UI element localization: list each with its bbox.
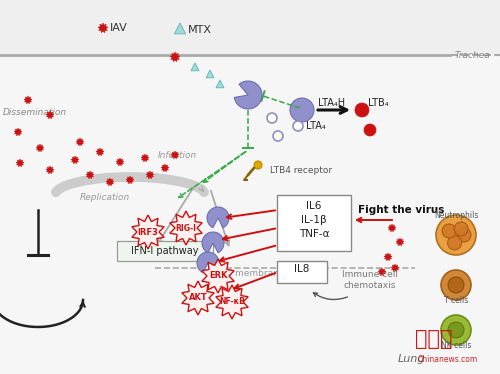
Polygon shape	[14, 128, 22, 136]
Polygon shape	[76, 138, 84, 146]
Polygon shape	[46, 166, 54, 174]
FancyBboxPatch shape	[117, 241, 213, 261]
Text: NK cells: NK cells	[441, 341, 471, 350]
Wedge shape	[202, 232, 224, 253]
Text: 中新网: 中新网	[415, 329, 453, 349]
Polygon shape	[126, 176, 134, 184]
Polygon shape	[86, 171, 94, 179]
Circle shape	[273, 131, 283, 141]
Polygon shape	[96, 148, 104, 156]
Text: IL6: IL6	[306, 201, 322, 211]
Polygon shape	[170, 211, 202, 245]
Text: Cell membrane: Cell membrane	[215, 269, 285, 278]
Polygon shape	[216, 80, 224, 88]
Polygon shape	[191, 63, 199, 71]
Polygon shape	[182, 281, 214, 315]
Polygon shape	[174, 23, 186, 34]
Text: Fight the virus: Fight the virus	[358, 205, 444, 215]
Text: IL-1β: IL-1β	[301, 215, 327, 225]
Wedge shape	[197, 252, 219, 273]
Circle shape	[448, 277, 464, 293]
Text: TNF-α: TNF-α	[299, 229, 329, 239]
Circle shape	[442, 224, 456, 238]
Polygon shape	[384, 253, 392, 261]
Polygon shape	[71, 156, 79, 164]
Text: ERK: ERK	[209, 272, 227, 280]
FancyBboxPatch shape	[277, 195, 351, 251]
Text: Trachea: Trachea	[455, 50, 491, 59]
Polygon shape	[132, 215, 164, 249]
Polygon shape	[141, 154, 149, 162]
Circle shape	[436, 215, 476, 255]
Wedge shape	[234, 81, 262, 109]
Text: Chinanews.com: Chinanews.com	[418, 355, 478, 364]
Text: MTX: MTX	[188, 25, 212, 35]
Text: Immune cell
chemotaxis: Immune cell chemotaxis	[342, 270, 398, 290]
Circle shape	[355, 103, 369, 117]
Text: LTA₄H: LTA₄H	[318, 98, 345, 108]
Polygon shape	[36, 144, 44, 152]
Text: Neutrophils: Neutrophils	[434, 211, 478, 220]
Polygon shape	[216, 285, 248, 319]
Circle shape	[457, 228, 471, 242]
Polygon shape	[388, 224, 396, 232]
Polygon shape	[161, 164, 169, 172]
Polygon shape	[171, 151, 179, 159]
Circle shape	[448, 236, 462, 250]
Polygon shape	[146, 171, 154, 179]
Polygon shape	[46, 111, 54, 119]
Circle shape	[364, 124, 376, 136]
Circle shape	[293, 121, 303, 131]
Text: Lung: Lung	[398, 354, 425, 364]
Polygon shape	[16, 159, 24, 167]
Polygon shape	[202, 259, 234, 293]
Polygon shape	[206, 70, 214, 78]
Text: IFN-I pathway: IFN-I pathway	[131, 246, 199, 256]
Text: IRF3: IRF3	[138, 227, 158, 236]
Polygon shape	[116, 158, 124, 166]
Text: Infection: Infection	[158, 151, 197, 160]
Bar	[0, 0, 500, 55]
Circle shape	[267, 113, 277, 123]
Text: NF-κB: NF-κB	[219, 297, 245, 307]
Text: IL8: IL8	[294, 264, 310, 274]
Circle shape	[441, 270, 471, 300]
Text: AKT: AKT	[188, 294, 208, 303]
FancyBboxPatch shape	[277, 261, 327, 283]
Text: LTA₄: LTA₄	[306, 121, 326, 131]
Circle shape	[448, 322, 464, 338]
Text: LTB4 receptor: LTB4 receptor	[270, 166, 332, 175]
Circle shape	[441, 315, 471, 345]
Text: T cells: T cells	[444, 296, 468, 305]
Polygon shape	[378, 268, 386, 276]
Text: IAV: IAV	[110, 23, 128, 33]
Polygon shape	[170, 52, 180, 62]
Text: Replication: Replication	[80, 193, 130, 202]
Text: Dissemination: Dissemination	[3, 108, 67, 117]
Polygon shape	[106, 178, 114, 186]
Text: RIG-I: RIG-I	[176, 224, 197, 233]
Wedge shape	[207, 207, 229, 228]
Polygon shape	[391, 264, 399, 272]
Circle shape	[290, 98, 314, 122]
Text: LTB₄: LTB₄	[368, 98, 388, 108]
Polygon shape	[98, 23, 108, 33]
Circle shape	[254, 161, 262, 169]
Circle shape	[454, 222, 468, 236]
Polygon shape	[24, 96, 32, 104]
Polygon shape	[396, 238, 404, 246]
